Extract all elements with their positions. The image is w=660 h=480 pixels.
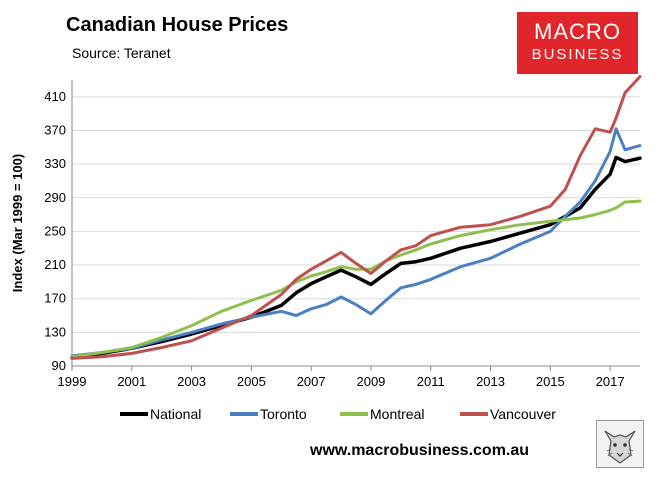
x-tick-label: 2009 xyxy=(356,374,385,389)
x-tick-label: 2005 xyxy=(237,374,266,389)
logo-line-2: BUSINESS xyxy=(531,46,624,63)
legend-label-montreal: Montreal xyxy=(370,406,424,422)
y-tick-label: 130 xyxy=(44,324,66,339)
website-url: www.macrobusiness.com.au xyxy=(310,442,530,459)
chart-subtitle: Source: Teranet xyxy=(72,45,171,61)
x-tick-label: 2011 xyxy=(417,374,445,389)
x-tick-label: 1999 xyxy=(58,374,87,389)
y-tick-label: 170 xyxy=(44,291,66,306)
x-tick-label: 2013 xyxy=(476,374,505,389)
legend-label-national: National xyxy=(150,406,201,422)
y-tick-label: 370 xyxy=(44,122,66,137)
legend-label-vancouver: Vancouver xyxy=(490,406,556,422)
y-tick-label: 210 xyxy=(44,257,66,272)
chart-title: Canadian House Prices xyxy=(66,14,289,36)
y-tick-label: 330 xyxy=(44,156,66,171)
x-tick-label: 2015 xyxy=(536,374,565,389)
x-tick-label: 2007 xyxy=(297,374,326,389)
y-tick-label: 410 xyxy=(44,89,66,104)
logo-line-1: MACRO xyxy=(534,19,621,44)
x-tick-label: 2001 xyxy=(117,374,146,389)
series-line-toronto xyxy=(70,127,642,358)
brand-logo: MACRO BUSINESS xyxy=(517,12,638,74)
x-tick-label: 2017 xyxy=(596,374,625,389)
x-tick-label: 2003 xyxy=(177,374,206,389)
y-axis-label: Index (Mar 1999 = 100) xyxy=(10,154,25,292)
legend-label-toronto: Toronto xyxy=(260,406,307,422)
series-line-national xyxy=(70,155,642,360)
wolf-icon xyxy=(596,420,644,468)
y-tick-label: 90 xyxy=(52,358,66,373)
y-tick-label: 250 xyxy=(44,223,66,238)
series-line-montreal xyxy=(70,199,642,359)
y-tick-label: 290 xyxy=(44,190,66,205)
series-line-vancouver xyxy=(70,75,642,360)
